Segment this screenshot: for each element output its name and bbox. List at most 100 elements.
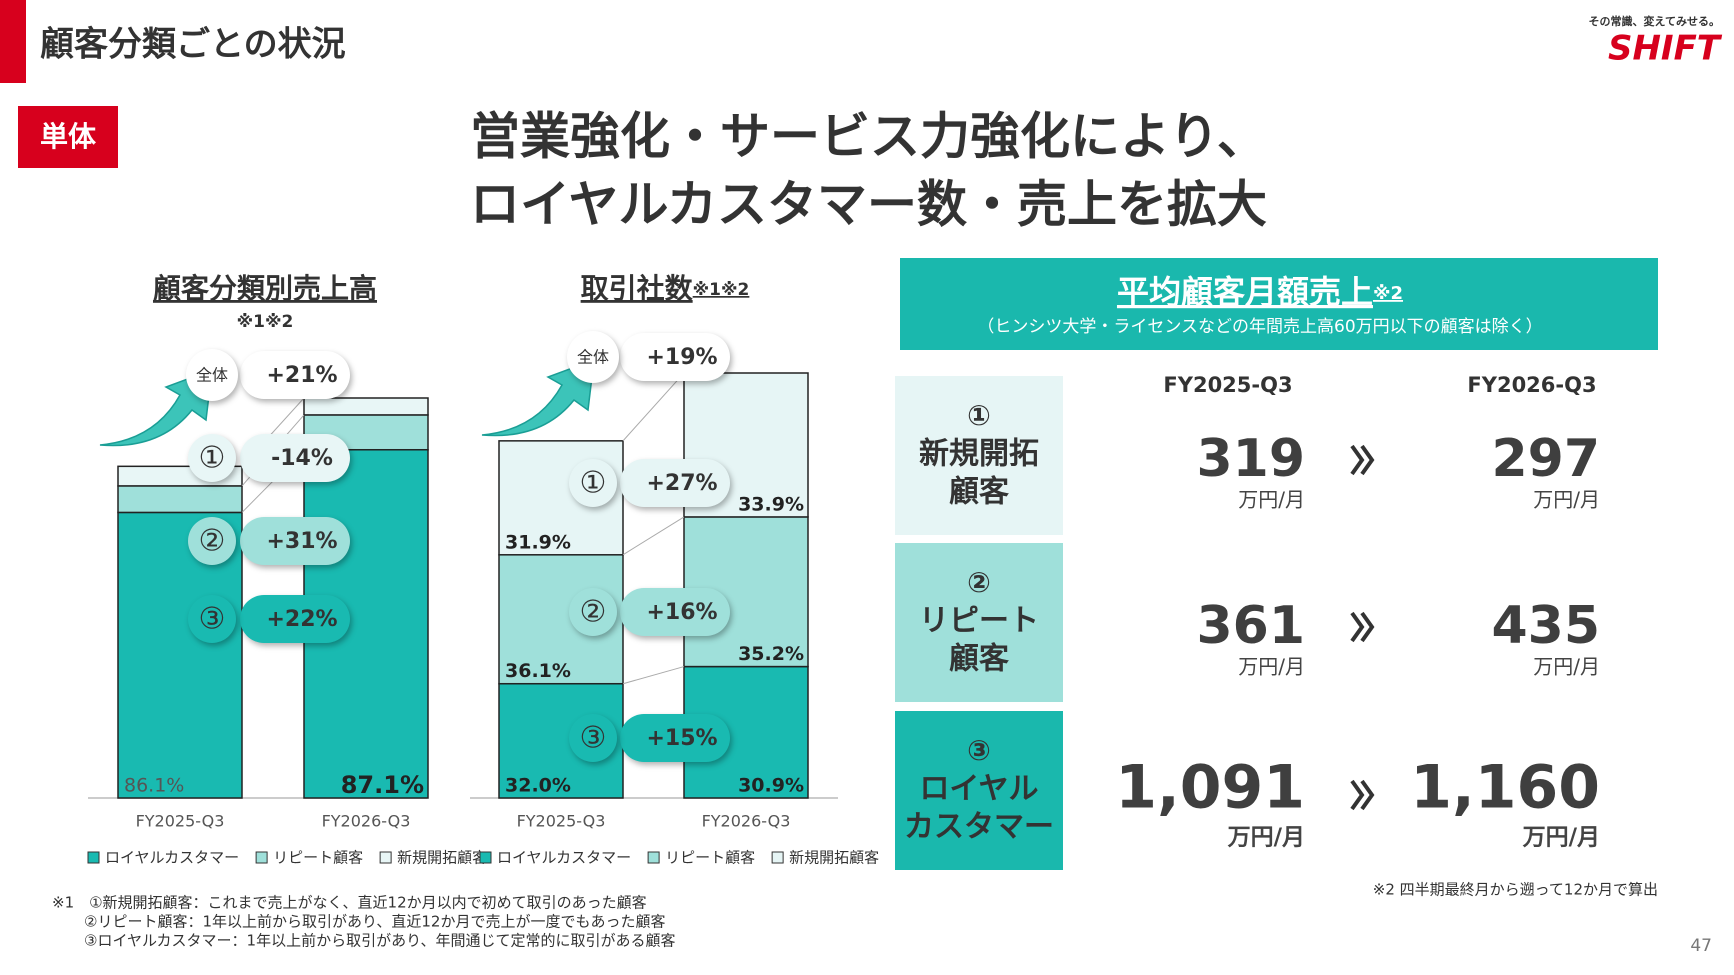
row-label-box bbox=[895, 711, 1063, 870]
row-unit: 万円/月 bbox=[1238, 655, 1305, 679]
connector bbox=[622, 666, 685, 685]
row-value: 1,091 bbox=[1115, 753, 1305, 823]
change-value: +22% bbox=[266, 607, 337, 632]
chevron bbox=[1350, 444, 1375, 476]
legend-swatch bbox=[479, 851, 492, 864]
row-label: ① bbox=[967, 399, 991, 432]
footnote: ③ロイヤルカスタマー：1年以上前から取引があり、年間通じて定常的に取引がある顧客 bbox=[84, 932, 676, 950]
change-circle bbox=[188, 434, 236, 482]
share-label: 32.0% bbox=[505, 775, 571, 797]
connector bbox=[622, 516, 685, 556]
row-label: ② bbox=[967, 566, 991, 599]
headline: 営業強化・サービス力強化により、 bbox=[470, 108, 1267, 166]
change-circle bbox=[567, 331, 619, 383]
change-circle bbox=[569, 714, 617, 762]
chart-note: ※1※2 bbox=[237, 312, 294, 332]
connector bbox=[622, 372, 685, 442]
row-unit: 万円/月 bbox=[1533, 488, 1600, 512]
change-value: +27% bbox=[646, 471, 717, 496]
logo: SHIFT bbox=[1608, 29, 1723, 69]
row-value: 319 bbox=[1196, 429, 1305, 489]
change-circle bbox=[569, 459, 617, 507]
table-subtitle: （ヒンシツ大学・ライセンスなどの年間売上高60万円以下の顧客は除く） bbox=[977, 317, 1542, 337]
change-label: ① bbox=[580, 466, 607, 501]
footnote: ②リピート顧客：1年以上前から取引があり、直近12か月で売上が一度でもあった顧客 bbox=[84, 913, 665, 931]
change-pill bbox=[240, 351, 350, 399]
change-circle bbox=[188, 595, 236, 643]
legend-swatch bbox=[771, 851, 784, 864]
row-value: 435 bbox=[1491, 596, 1600, 656]
row-label: 顧客 bbox=[949, 475, 1009, 510]
chart-title-text: 取引社数 bbox=[581, 272, 694, 305]
chart-title: 顧客分類別売上高 bbox=[153, 272, 377, 305]
legend-swatch bbox=[87, 851, 100, 864]
chevron bbox=[1350, 779, 1375, 811]
row-label: リピート bbox=[919, 604, 1039, 639]
change-value: +15% bbox=[646, 726, 717, 751]
row-unit: 万円/月 bbox=[1238, 488, 1305, 512]
badge-text: 単体 bbox=[40, 120, 97, 153]
share-label: 36.1% bbox=[505, 660, 571, 682]
change-value: +21% bbox=[266, 363, 337, 388]
badge bbox=[18, 106, 118, 168]
change-label: ② bbox=[580, 595, 607, 630]
column-header: FY2026-Q3 bbox=[1467, 373, 1596, 397]
row-label: 新規開拓 bbox=[919, 437, 1039, 472]
change-pill bbox=[620, 714, 730, 762]
bar-segment bbox=[303, 397, 429, 416]
change-circle bbox=[188, 517, 236, 565]
row-value: 297 bbox=[1491, 429, 1600, 489]
change-value: +16% bbox=[646, 600, 717, 625]
legend-label: リピート顧客 bbox=[273, 849, 363, 867]
row-value: 1,160 bbox=[1410, 753, 1600, 823]
row-unit: 万円/月 bbox=[1228, 825, 1305, 851]
change-value: +31% bbox=[266, 529, 337, 554]
legend-swatch bbox=[255, 851, 268, 864]
change-pill bbox=[620, 333, 730, 381]
slide-title: 顧客分類ごとの状況 bbox=[40, 25, 346, 65]
chevron bbox=[1350, 611, 1375, 643]
footnote: ※1 ①新規開拓顧客：これまで売上がなく、直近12か月以内で初めて取引のあった顧… bbox=[52, 894, 647, 912]
x-tick-label: FY2025-Q3 bbox=[517, 812, 606, 831]
row-unit: 万円/月 bbox=[1533, 655, 1600, 679]
legend-label: 新規開拓顧客 bbox=[789, 849, 879, 867]
row-label: ロイヤル bbox=[919, 772, 1038, 807]
chart-title: 取引社数※1※2 bbox=[581, 272, 750, 305]
share-label: 31.9% bbox=[505, 531, 571, 553]
change-label: ② bbox=[199, 524, 226, 559]
headline: ロイヤルカスタマー数・売上を拡大 bbox=[470, 176, 1267, 234]
row-label: カスタマー bbox=[904, 810, 1054, 845]
row-label-box bbox=[895, 376, 1063, 535]
share-label: 87.1% bbox=[341, 771, 424, 799]
legend-label: 新規開拓顧客 bbox=[397, 849, 487, 867]
x-tick-label: FY2025-Q3 bbox=[136, 812, 225, 831]
bar-segment bbox=[498, 682, 624, 799]
title-accent bbox=[0, 0, 26, 83]
row-unit: 万円/月 bbox=[1523, 825, 1600, 851]
legend-label: リピート顧客 bbox=[665, 849, 755, 867]
change-pill bbox=[240, 434, 350, 482]
change-pill bbox=[240, 517, 350, 565]
change-pill bbox=[620, 588, 730, 636]
change-value: +19% bbox=[646, 345, 717, 370]
legend-label: ロイヤルカスタマー bbox=[497, 849, 631, 867]
share-label: 35.2% bbox=[738, 643, 804, 665]
change-label: 全体 bbox=[577, 348, 609, 367]
row-label-box bbox=[895, 543, 1063, 702]
change-label: ① bbox=[199, 441, 226, 476]
change-label: 全体 bbox=[196, 366, 228, 385]
share-label: 86.1% bbox=[124, 775, 184, 797]
table-title: 平均顧客月額売上※2 bbox=[1117, 273, 1403, 311]
legend-swatch bbox=[647, 851, 660, 864]
change-pill bbox=[240, 595, 350, 643]
x-tick-label: FY2026-Q3 bbox=[702, 812, 791, 831]
change-label: ③ bbox=[199, 602, 226, 637]
legend-swatch bbox=[379, 851, 392, 864]
change-label: ③ bbox=[580, 721, 607, 756]
change-pill bbox=[620, 459, 730, 507]
change-circle bbox=[569, 588, 617, 636]
row-value: 361 bbox=[1196, 596, 1305, 656]
bar-segment bbox=[117, 485, 243, 514]
x-tick-label: FY2026-Q3 bbox=[322, 812, 411, 831]
